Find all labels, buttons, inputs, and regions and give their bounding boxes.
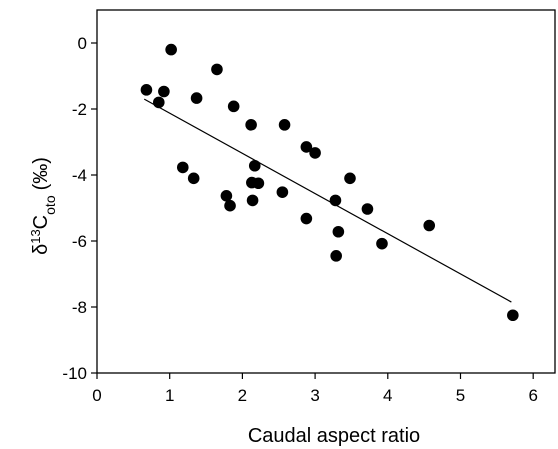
x-tick-label: 2 (238, 386, 247, 405)
y-tick-label: -4 (72, 166, 87, 185)
y-axis-title: δ13Coto (‰) (28, 157, 59, 255)
data-point (309, 147, 321, 159)
data-point (190, 92, 203, 104)
y-tick-label: -2 (72, 100, 87, 119)
plot-axes (96, 9, 556, 374)
data-point (211, 63, 223, 76)
y-tick-label: -6 (72, 232, 87, 251)
regression-line-group (143, 98, 512, 303)
y-axis-title-base: C (30, 215, 52, 229)
y-axis-title-superscript: 13 (28, 229, 43, 243)
data-point (187, 172, 200, 185)
data-point (330, 250, 342, 262)
data-point (158, 85, 170, 98)
data-point (245, 119, 257, 131)
data-point (344, 172, 356, 185)
data-point (165, 43, 177, 56)
data-point (278, 119, 291, 131)
y-tick-label: -8 (72, 298, 87, 317)
data-point (361, 203, 374, 215)
y-tick-label: 0 (78, 34, 87, 53)
data-point (276, 186, 289, 198)
data-points (140, 43, 519, 322)
x-axis-title: Caudal aspect ratio (248, 425, 420, 447)
data-point (329, 194, 342, 207)
y-axis: 0 -2 -4 -6 -8 -10 (62, 34, 97, 383)
data-point (332, 225, 345, 238)
y-axis-title-symbol: δ (30, 244, 52, 255)
data-point (252, 177, 265, 190)
regression-line (143, 98, 512, 303)
x-axis: 0 1 2 3 4 5 6 (92, 373, 538, 405)
data-point (423, 219, 436, 232)
data-point (248, 159, 261, 172)
x-tick-label: 3 (310, 386, 319, 405)
y-axis-title-unit: (‰) (30, 157, 52, 190)
data-point (140, 84, 153, 96)
x-tick-label: 4 (383, 386, 392, 405)
data-point (300, 212, 313, 225)
y-tick-label: -10 (62, 364, 87, 383)
data-point (227, 100, 240, 113)
x-tick-label: 1 (165, 386, 174, 405)
x-tick-label: 0 (92, 386, 101, 405)
x-tick-label: 5 (456, 386, 465, 405)
y-axis-title-subscript: oto (42, 195, 58, 215)
data-point (507, 309, 519, 322)
plot-frame (96, 9, 556, 374)
data-point (300, 141, 313, 153)
x-tick-label: 6 (528, 386, 537, 405)
data-point (376, 237, 388, 250)
data-point (224, 199, 236, 212)
data-point (246, 194, 259, 207)
data-point (152, 96, 165, 109)
data-point (220, 189, 233, 202)
data-point (176, 161, 189, 174)
